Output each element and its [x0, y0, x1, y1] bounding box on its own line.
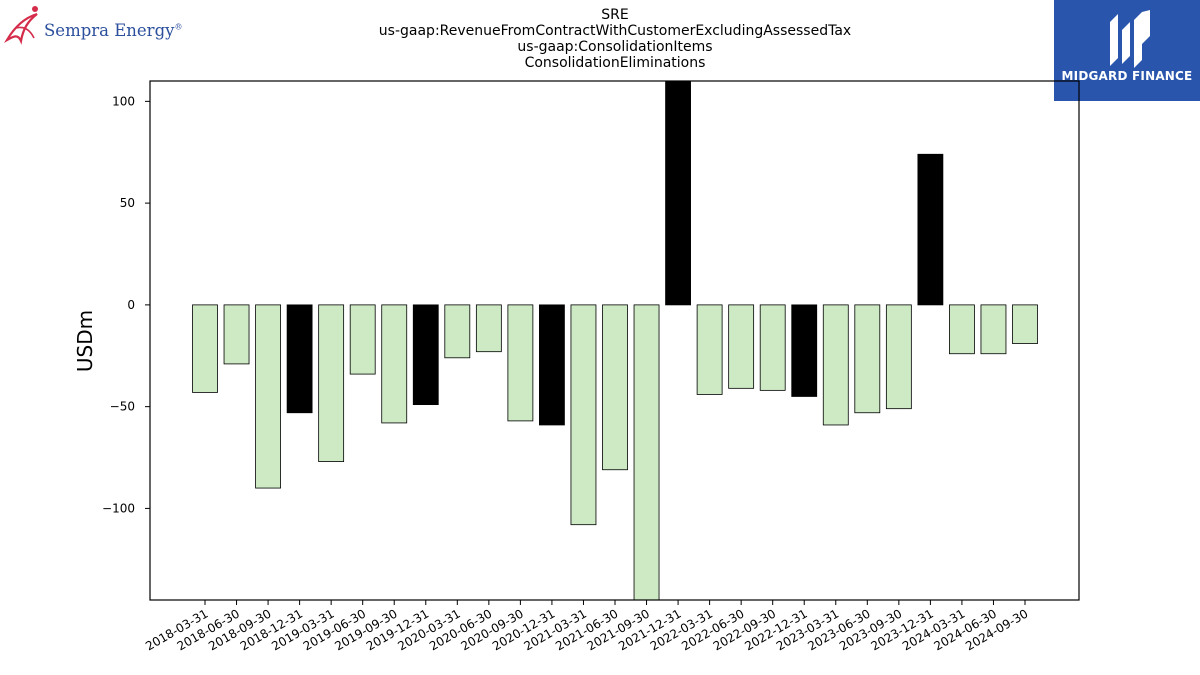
- bar-2022-12-31: [791, 304, 818, 397]
- chart-title-line-3: us-gaap:ConsolidationItems: [517, 39, 713, 55]
- bar-2020-06-30: [475, 304, 502, 353]
- y-tick-label: 100: [112, 94, 135, 108]
- company-logo: Sempra Energy®: [3, 4, 182, 48]
- bar-2018-06-30: [223, 304, 250, 365]
- x-axis: 2018-03-312018-06-302018-09-302018-12-31…: [143, 600, 1031, 653]
- bar-2022-03-31: [696, 304, 723, 395]
- bar-2021-03-31: [570, 304, 597, 526]
- bar-2023-09-30: [885, 304, 912, 410]
- bar-2022-09-30: [759, 304, 786, 391]
- bar-2023-12-31: [917, 153, 944, 306]
- bar-2024-06-30: [980, 304, 1007, 355]
- bar-2019-06-30: [349, 304, 376, 375]
- chart-title-line-2: us-gaap:RevenueFromContractWithCustomerE…: [378, 23, 852, 39]
- y-axis: 100 50 0 −50 −100: [102, 94, 150, 515]
- y-tick-label: −50: [110, 400, 135, 414]
- y-axis-label: USDm: [73, 310, 97, 372]
- y-tick-label: −100: [102, 501, 135, 515]
- bar-2020-09-30: [507, 304, 534, 422]
- bar-2021-06-30: [602, 304, 628, 471]
- bar-2024-09-30: [1012, 304, 1038, 344]
- partner-name: MIDGARD FINANCE: [1061, 69, 1193, 83]
- bar-2019-12-31: [412, 304, 439, 406]
- bar-2024-03-31: [949, 304, 975, 355]
- bar-2021-12-31: [665, 81, 691, 306]
- bar-2021-09-30: [633, 304, 660, 600]
- bar-2019-09-30: [381, 304, 408, 424]
- bars-layer: [192, 81, 1038, 600]
- bar-2019-03-31: [318, 304, 345, 463]
- y-tick-label: 0: [127, 298, 135, 312]
- midgard-monogram-icon: [1110, 10, 1150, 68]
- bar-2018-03-31: [192, 304, 218, 393]
- chart-title-line-1: SRE: [601, 7, 629, 23]
- bar-2020-03-31: [444, 304, 471, 359]
- bar-2023-03-31: [822, 304, 849, 426]
- bar-2020-12-31: [539, 304, 565, 426]
- bar-2018-09-30: [255, 304, 281, 489]
- bar-2023-06-30: [854, 304, 881, 414]
- swoosh-figure-icon: [3, 6, 38, 45]
- y-tick-label: 50: [120, 196, 135, 210]
- chart-title-line-4: ConsolidationEliminations: [524, 55, 706, 71]
- company-name: Sempra Energy®: [44, 21, 183, 40]
- bar-2018-12-31: [286, 304, 313, 414]
- bar-2022-06-30: [728, 304, 755, 389]
- partner-logo: MIDGARD FINANCE: [1054, 0, 1200, 101]
